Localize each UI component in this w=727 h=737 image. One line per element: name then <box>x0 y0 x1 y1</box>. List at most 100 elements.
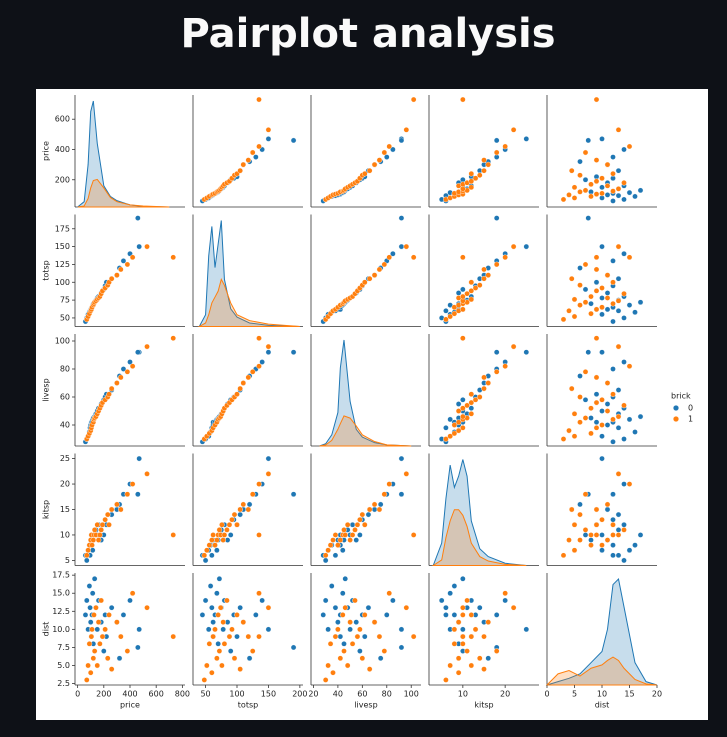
y-tick-label: 125 <box>55 260 70 269</box>
scatter-point <box>481 666 487 672</box>
scatter-point <box>290 137 297 144</box>
scatter-point <box>231 511 238 518</box>
scatter-point <box>615 127 622 133</box>
scatter-point <box>91 648 98 654</box>
scatter-point <box>451 310 458 317</box>
y-tick-label: 50 <box>60 313 70 322</box>
scatter-point <box>468 612 475 618</box>
scatter-point <box>588 405 594 412</box>
scatter-point <box>144 343 150 350</box>
scatter-point <box>582 396 589 403</box>
scatter-point <box>199 612 206 618</box>
scatter-point <box>610 279 616 286</box>
scatter-point <box>129 363 136 370</box>
scatter-point <box>468 170 475 177</box>
scatter-point <box>468 662 475 669</box>
scatter-point <box>129 254 136 261</box>
scatter-point <box>240 619 247 625</box>
scatter-point <box>214 547 220 554</box>
scatter-point <box>259 597 265 604</box>
y-tick-label: 2.5 <box>57 679 70 688</box>
scatter-point <box>599 295 605 301</box>
scatter-point <box>621 146 627 153</box>
scatter-point <box>571 547 578 554</box>
scatter-point <box>451 422 458 428</box>
scatter-point <box>604 401 611 407</box>
scatter-point <box>371 501 378 508</box>
y-tick-label: 200 <box>55 175 70 184</box>
scatter-point <box>568 275 575 282</box>
scatter-point <box>615 167 622 174</box>
scatter-point <box>377 655 384 662</box>
scatter-point <box>571 433 578 440</box>
x-tick-label: 600 <box>149 690 164 699</box>
scatter-point <box>341 641 347 647</box>
scatter-point <box>472 396 479 403</box>
scatter-point <box>127 597 133 604</box>
scatter-point <box>577 419 583 426</box>
scatter-point <box>245 157 252 163</box>
scatter-point <box>455 290 462 296</box>
scatter-point <box>599 408 605 414</box>
scatter-point <box>599 190 605 197</box>
scatter-point <box>443 604 449 611</box>
scatter-point <box>593 254 600 261</box>
scatter-point <box>332 552 339 559</box>
scatter-point <box>593 288 600 294</box>
scatter-point <box>108 275 115 282</box>
scatter-point <box>354 633 361 640</box>
scatter-point <box>256 143 262 150</box>
scatter-point <box>585 215 592 221</box>
scatter-point <box>468 633 475 640</box>
scatter-point <box>593 424 600 431</box>
scatter-point <box>361 279 368 286</box>
scatter-point <box>246 501 253 508</box>
scatter-point <box>227 532 234 538</box>
scatter-point <box>366 275 373 282</box>
scatter-point <box>481 157 487 163</box>
scatter-point <box>593 178 600 185</box>
scatter-point <box>240 380 247 386</box>
scatter-point <box>632 429 638 435</box>
scatter-point <box>582 299 589 306</box>
scatter-point <box>566 427 572 434</box>
scatter-point <box>610 318 616 325</box>
scatter-point <box>265 604 272 611</box>
scatter-point <box>97 532 103 538</box>
scatter-point <box>599 136 605 142</box>
scatter-point <box>455 669 462 676</box>
scatter-point <box>588 415 594 421</box>
scatter-point <box>582 415 589 421</box>
scatter-point <box>615 552 622 559</box>
scatter-point <box>390 597 396 604</box>
scatter-point <box>290 644 297 651</box>
x-tick-label: 100 <box>404 690 419 699</box>
scatter-point <box>588 293 594 300</box>
scatter-point <box>410 96 417 103</box>
scatter-point <box>352 527 358 533</box>
x-tick-label: 400 <box>122 690 137 699</box>
scatter-point <box>124 491 131 498</box>
scatter-point <box>577 172 583 179</box>
scatter-point <box>234 521 240 528</box>
scatter-point <box>460 286 466 293</box>
scatter-point <box>481 275 487 282</box>
scatter-point <box>610 552 616 559</box>
scatter-point <box>560 316 567 323</box>
scatter-point <box>604 192 611 198</box>
scatter-point <box>468 399 475 406</box>
scatter-point <box>237 385 243 392</box>
scatter-point <box>206 542 213 548</box>
scatter-point <box>398 215 405 221</box>
x-axis-label: livesp <box>354 701 377 710</box>
scatter-point <box>127 359 133 365</box>
scatter-point <box>124 261 131 268</box>
scatter-point <box>135 215 141 221</box>
scatter-point <box>493 215 500 221</box>
y-tick-label: 600 <box>55 115 70 124</box>
scatter-point <box>615 308 622 314</box>
scatter-point <box>265 626 272 633</box>
y-tick-label: 60 <box>60 393 70 402</box>
scatter-point <box>265 136 272 142</box>
scatter-point <box>610 542 616 548</box>
